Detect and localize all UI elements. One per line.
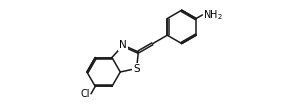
Text: Cl: Cl: [81, 89, 90, 99]
Text: S: S: [133, 64, 140, 74]
Text: N: N: [119, 40, 127, 50]
Text: NH$_2$: NH$_2$: [203, 8, 223, 22]
